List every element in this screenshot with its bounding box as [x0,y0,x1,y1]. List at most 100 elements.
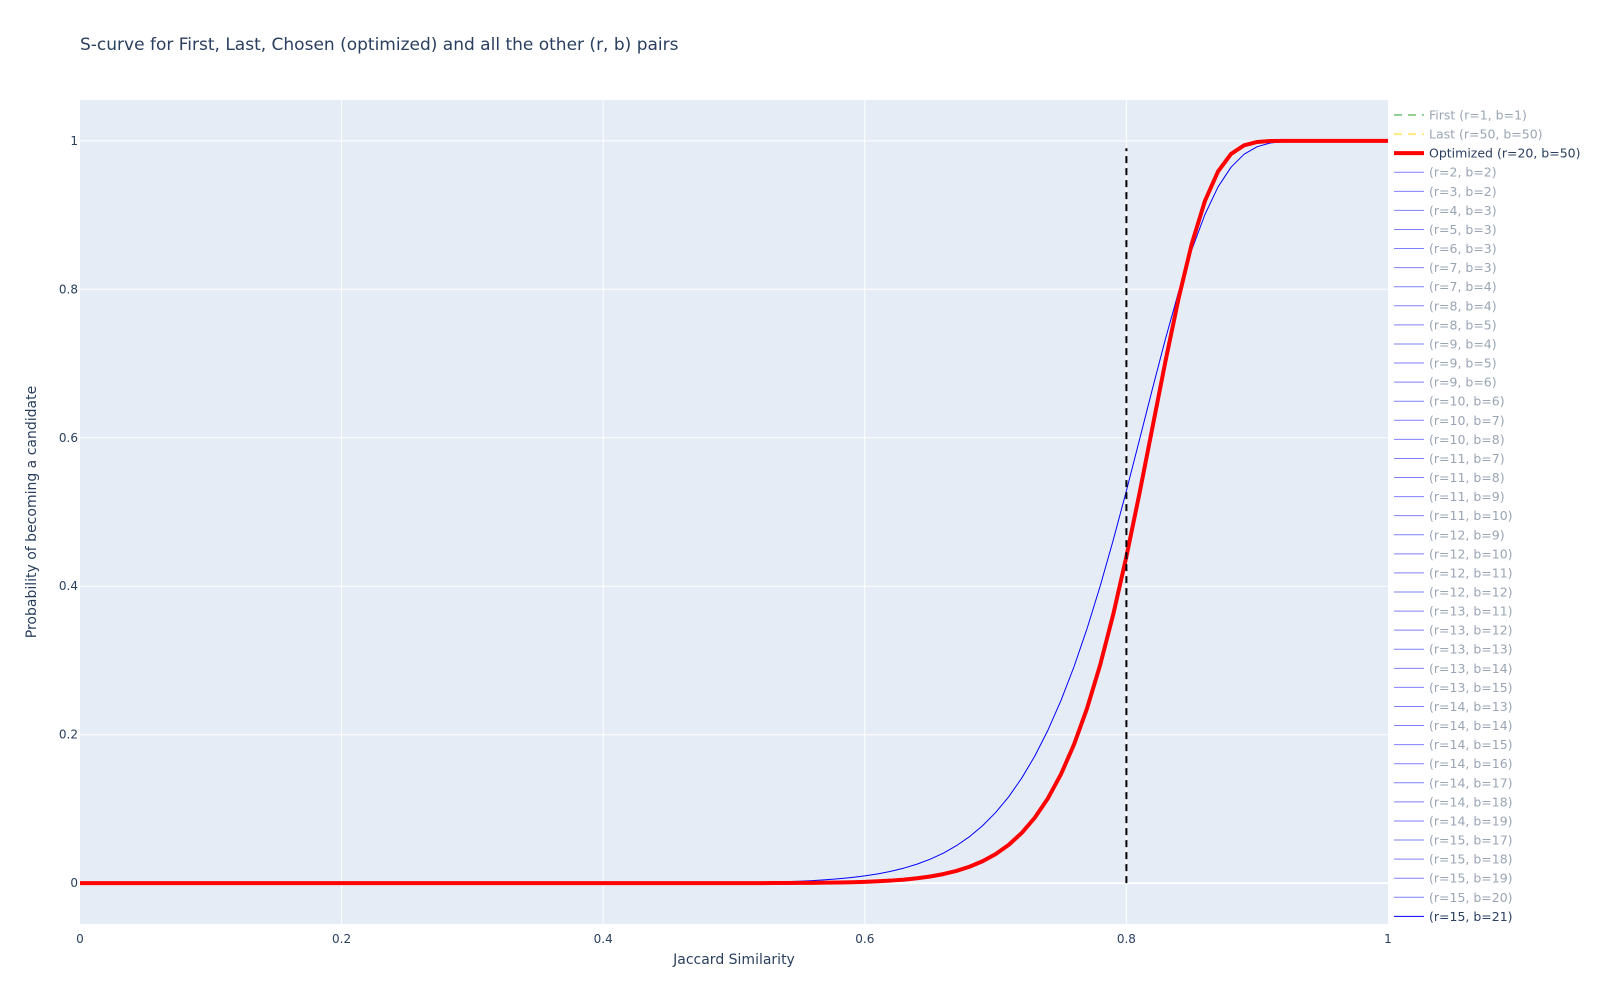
legend-label: (r=12, b=9) [1429,527,1505,542]
legend-item[interactable]: (r=13, b=12) [1394,623,1513,638]
legend-item[interactable]: (r=7, b=3) [1394,260,1497,275]
legend-item[interactable]: (r=9, b=5) [1394,356,1497,371]
legend-label: (r=15, b=18) [1429,852,1513,867]
legend-label: (r=11, b=10) [1429,508,1513,523]
legend-label: (r=14, b=16) [1429,756,1513,771]
y-tick-label: 0.6 [59,431,78,445]
x-tick-label: 0 [76,932,84,946]
legend-label: (r=13, b=12) [1429,623,1513,638]
legend-item[interactable]: (r=12, b=10) [1394,546,1513,561]
legend-label: (r=14, b=14) [1429,718,1513,733]
legend-label: Last (r=50, b=50) [1429,127,1543,142]
legend-item[interactable]: (r=15, b=19) [1394,871,1513,886]
y-tick-label: 0.8 [59,282,78,296]
legend-label: (r=11, b=9) [1429,489,1505,504]
x-tick-label: 0.8 [1117,932,1136,946]
legend-item[interactable]: (r=14, b=17) [1394,775,1513,790]
legend-item[interactable]: (r=9, b=6) [1394,375,1497,390]
legend-item[interactable]: (r=11, b=9) [1394,489,1505,504]
legend-label: (r=15, b=17) [1429,833,1513,848]
legend-item[interactable]: (r=14, b=19) [1394,813,1513,828]
legend-label: (r=13, b=14) [1429,661,1513,676]
x-axis-ticks: 0 0.2 0.4 0.6 0.8 1 [76,932,1392,946]
legend-item[interactable]: (r=10, b=6) [1394,394,1505,409]
legend-label: First (r=1, b=1) [1429,108,1527,123]
legend-item[interactable]: (r=14, b=16) [1394,756,1513,771]
legend-item[interactable]: (r=13, b=11) [1394,604,1513,619]
legend-label: (r=14, b=17) [1429,775,1513,790]
legend-label: (r=4, b=3) [1429,203,1497,218]
series-line [80,138,1388,886]
legend-item[interactable]: (r=11, b=8) [1394,470,1505,485]
legend-item[interactable]: (r=8, b=4) [1394,298,1497,313]
legend-item[interactable]: (r=15, b=21) [1394,909,1513,924]
legend-label: (r=10, b=6) [1429,394,1505,409]
legend-label: (r=5, b=3) [1429,222,1497,237]
legend-label: (r=12, b=10) [1429,546,1513,561]
legend-label: (r=9, b=5) [1429,356,1497,371]
legend-item[interactable]: (r=12, b=11) [1394,565,1513,580]
legend-label: (r=13, b=15) [1429,680,1513,695]
legend-label: (r=6, b=3) [1429,241,1497,256]
legend-item[interactable]: (r=14, b=14) [1394,718,1513,733]
legend-label: (r=7, b=4) [1429,279,1497,294]
legend-item[interactable]: (r=2, b=2) [1394,165,1497,180]
legend-item[interactable]: Optimized (r=20, b=50) [1394,146,1581,161]
legend-item[interactable]: (r=12, b=12) [1394,585,1513,600]
legend-item[interactable]: (r=8, b=5) [1394,317,1497,332]
x-tick-label: 1 [1384,932,1392,946]
legend-label: (r=3, b=2) [1429,184,1497,199]
legend-label: (r=10, b=8) [1429,432,1505,447]
legend-item[interactable]: (r=14, b=15) [1394,737,1513,752]
x-tick-label: 0.2 [332,932,351,946]
legend-label: (r=13, b=13) [1429,642,1513,657]
legend-label: (r=14, b=13) [1429,699,1513,714]
y-tick-label: 0 [70,876,78,890]
legend-label: (r=11, b=8) [1429,470,1505,485]
y-axis-ticks: 0 0.2 0.4 0.6 0.8 1 [59,134,78,890]
y-tick-label: 0.4 [59,579,78,593]
legend-label: (r=2, b=2) [1429,165,1497,180]
legend[interactable]: First (r=1, b=1) Last (r=50, b=50) Optimiz… [1394,108,1581,924]
legend-label: (r=7, b=3) [1429,260,1497,275]
legend-item[interactable]: (r=15, b=18) [1394,852,1513,867]
legend-item[interactable]: (r=10, b=7) [1394,413,1505,428]
legend-item[interactable]: First (r=1, b=1) [1394,108,1527,123]
legend-item[interactable]: (r=13, b=15) [1394,680,1513,695]
legend-item[interactable]: (r=11, b=10) [1394,508,1513,523]
legend-label: (r=14, b=19) [1429,813,1513,828]
legend-label: (r=12, b=11) [1429,565,1513,580]
legend-label: (r=11, b=7) [1429,451,1505,466]
x-tick-label: 0.4 [594,932,613,946]
x-tick-label: 0.6 [855,932,874,946]
legend-item[interactable]: (r=10, b=8) [1394,432,1505,447]
legend-label: (r=14, b=15) [1429,737,1513,752]
legend-item[interactable]: (r=7, b=4) [1394,279,1497,294]
legend-item[interactable]: (r=5, b=3) [1394,222,1497,237]
legend-label: (r=14, b=18) [1429,794,1513,809]
legend-item[interactable]: (r=14, b=13) [1394,699,1513,714]
legend-item[interactable]: (r=9, b=4) [1394,336,1497,351]
legend-item[interactable]: (r=6, b=3) [1394,241,1497,256]
plot-area [80,100,1388,924]
legend-label: (r=15, b=20) [1429,890,1513,905]
legend-label: (r=15, b=21) [1429,909,1513,924]
legend-item[interactable]: (r=15, b=20) [1394,890,1513,905]
legend-label: (r=12, b=12) [1429,585,1513,600]
legend-label: (r=8, b=4) [1429,298,1497,313]
legend-item[interactable]: Last (r=50, b=50) [1394,127,1543,142]
legend-item[interactable]: (r=12, b=9) [1394,527,1505,542]
legend-item[interactable]: (r=4, b=3) [1394,203,1497,218]
legend-item[interactable]: (r=3, b=2) [1394,184,1497,199]
legend-item[interactable]: (r=15, b=17) [1394,833,1513,848]
legend-label: (r=10, b=7) [1429,413,1505,428]
legend-item[interactable]: (r=11, b=7) [1394,451,1505,466]
legend-item[interactable]: (r=13, b=14) [1394,661,1513,676]
legend-item[interactable]: (r=14, b=18) [1394,794,1513,809]
legend-item[interactable]: (r=13, b=13) [1394,642,1513,657]
legend-label: (r=13, b=11) [1429,604,1513,619]
plot-background [80,100,1388,924]
y-tick-label: 0.2 [59,728,78,742]
